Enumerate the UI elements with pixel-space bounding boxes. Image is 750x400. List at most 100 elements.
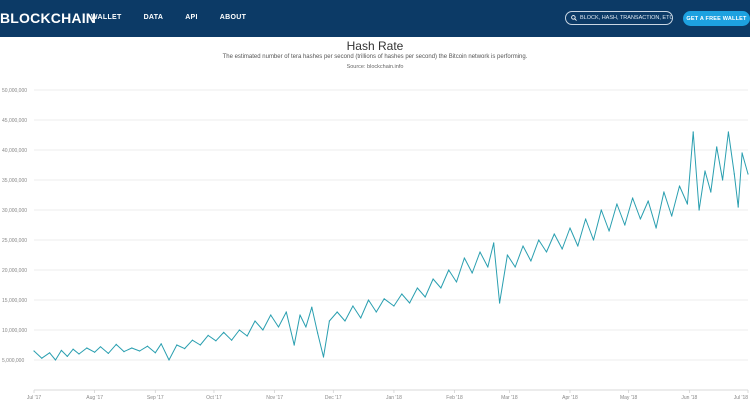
- data-point: [671, 215, 673, 217]
- data-point: [585, 218, 587, 220]
- data-point: [545, 251, 548, 253]
- data-point: [432, 278, 434, 280]
- data-point: [78, 353, 80, 355]
- data-point: [115, 343, 117, 345]
- data-point: [49, 352, 51, 354]
- chart-title: Hash Rate: [346, 39, 404, 53]
- data-point: [123, 351, 125, 353]
- data-point: [383, 298, 385, 300]
- data-point: [514, 266, 516, 268]
- x-axis: Jul '17 Aug '17 Sep '17 Oct '17 Nov '17 Dec '…: [27, 389, 749, 400]
- data-point: [375, 311, 377, 313]
- data-point: [176, 344, 178, 346]
- data-point: [367, 299, 370, 301]
- y-tick-label: 35,000,000: [2, 178, 27, 184]
- data-point: [463, 257, 465, 259]
- data-point: [493, 242, 495, 244]
- data-point: [592, 239, 595, 241]
- data-point: [577, 245, 579, 247]
- data-point: [270, 314, 272, 316]
- data-point: [352, 305, 354, 307]
- data-point: [299, 314, 301, 316]
- data-point: [424, 296, 426, 298]
- x-tick-label: May '18: [620, 395, 638, 400]
- data-point: [285, 311, 287, 313]
- search-icon: [571, 15, 577, 21]
- data-point: [624, 224, 626, 226]
- data-point: [393, 305, 395, 307]
- data-point: [569, 227, 571, 229]
- x-tick-label: Jul '17: [27, 395, 42, 400]
- data-point: [215, 340, 217, 342]
- hash-rate-chart: 5,000,000 10,000,000 15,000,000 20,000,000 2…: [2, 88, 749, 400]
- get-free-wallet-button[interactable]: GET A FREE WALLET: [683, 11, 750, 26]
- data-point: [639, 218, 642, 220]
- data-point: [530, 260, 532, 262]
- data-point: [737, 206, 739, 208]
- data-point: [698, 209, 700, 211]
- x-tick-label: Apr '18: [562, 395, 578, 400]
- brand-logo[interactable]: BLOCKCHAIN: [0, 10, 97, 26]
- data-point: [471, 272, 473, 274]
- data-point: [199, 344, 201, 346]
- data-point: [328, 320, 330, 322]
- data-point: [416, 287, 418, 289]
- nav-link-data[interactable]: DATA: [143, 14, 164, 21]
- y-tick-label: 30,000,000: [2, 208, 27, 214]
- data-point: [722, 179, 724, 181]
- data-point: [99, 346, 102, 348]
- search-input[interactable]: [577, 15, 672, 21]
- data-point: [727, 131, 730, 133]
- nav-link-api[interactable]: API: [185, 14, 198, 21]
- y-tick-label: 5,000,000: [2, 358, 24, 364]
- data-point: [238, 329, 240, 331]
- x-tick-label: Mar '18: [501, 395, 518, 400]
- y-tick-label: 20,000,000: [2, 268, 27, 274]
- data-point: [72, 348, 74, 350]
- data-point: [322, 356, 325, 358]
- data-point: [131, 347, 133, 349]
- data-point: [561, 248, 563, 250]
- data-point: [409, 302, 411, 304]
- data-point: [246, 335, 248, 337]
- x-tick-label: Aug '17: [86, 395, 103, 400]
- data-point: [499, 302, 501, 304]
- y-tick-label: 15,000,000: [2, 298, 27, 304]
- nav-links: WALLET DATA API ABOUT: [91, 14, 268, 21]
- data-point: [522, 245, 524, 247]
- data-point: [33, 350, 35, 352]
- data-point: [262, 329, 264, 331]
- data-point: [747, 173, 749, 175]
- data-point: [448, 269, 450, 271]
- data-point: [440, 287, 442, 289]
- search-box[interactable]: [565, 11, 673, 25]
- nav-link-about[interactable]: ABOUT: [219, 14, 247, 21]
- data-point: [401, 293, 403, 295]
- data-point: [66, 355, 68, 357]
- data-point: [336, 311, 338, 313]
- data-point: [139, 350, 141, 352]
- data-point: [317, 332, 319, 334]
- data-point: [107, 352, 109, 354]
- data-point: [616, 203, 618, 205]
- data-point: [538, 239, 540, 241]
- data-point: [207, 334, 209, 336]
- nav-link-wallet[interactable]: WALLET: [91, 14, 122, 21]
- data-point: [254, 320, 256, 322]
- data-point: [479, 251, 481, 253]
- x-tick-label: Jul '18: [734, 395, 749, 400]
- top-nav: BLOCKCHAIN WALLET DATA API ABOUT GET A F…: [0, 0, 750, 37]
- y-tick-label: 10,000,000: [2, 328, 27, 334]
- data-point: [678, 185, 681, 187]
- data-point: [277, 326, 280, 328]
- x-tick-label: Jan '18: [386, 395, 402, 400]
- x-tick-label: Nov '17: [266, 395, 283, 400]
- data-point: [94, 351, 96, 353]
- data-point: [41, 357, 43, 359]
- chart-subtitle: The estimated number of tera hashes per …: [222, 54, 528, 60]
- data-point: [487, 266, 489, 268]
- data-point: [553, 233, 555, 235]
- data-point: [692, 131, 694, 133]
- data-point: [704, 170, 706, 172]
- hash-rate-series-line: [33, 131, 749, 361]
